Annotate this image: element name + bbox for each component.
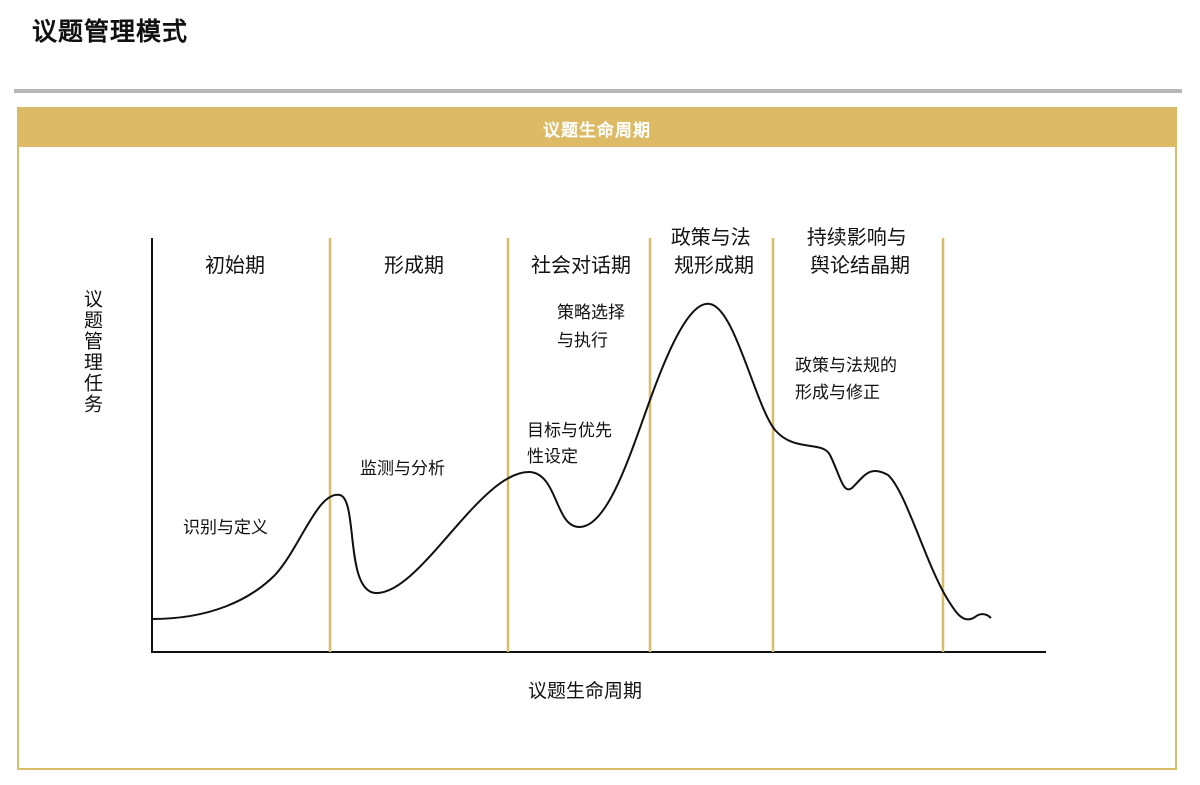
lifecycle-curve: [151, 302, 992, 621]
stage-label-formation: 形成期: [384, 253, 444, 277]
task-label-strategy: 策略选择 与执行: [557, 303, 630, 351]
title-divider: [14, 89, 1182, 93]
task-label-policy-revision: 政策与法规的 形成与修正: [795, 356, 902, 403]
y-axis-label: 议题管理任务: [81, 289, 103, 415]
task-label-identify: 识别与定义: [183, 518, 268, 538]
lifecycle-panel: 议题生命周期: [17, 107, 1177, 770]
stage-label-sustained: 持续影响与 舆论结晶期: [807, 225, 913, 277]
task-label-goals: 目标与优先 性设定: [527, 421, 617, 467]
x-axis-label: 议题生命周期: [528, 680, 642, 702]
stage-label-dialogue: 社会对话期: [531, 253, 631, 277]
page-title: 议题管理模式: [32, 17, 189, 46]
stage-label-policy: 政策与法 规形成期: [671, 225, 757, 277]
panel-header: 议题生命周期: [19, 109, 1175, 147]
stage-label-initial: 初始期: [205, 253, 265, 277]
task-label-monitor: 监测与分析: [360, 459, 445, 479]
